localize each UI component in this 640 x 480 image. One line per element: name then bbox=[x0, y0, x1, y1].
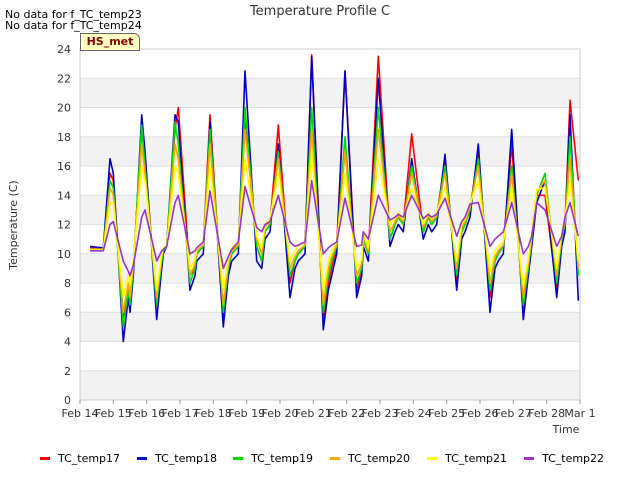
y-tick-label: 12 bbox=[57, 219, 71, 232]
x-tick-label: Feb 21 bbox=[295, 407, 332, 420]
legend-swatch bbox=[524, 457, 534, 460]
plot-band bbox=[80, 312, 580, 342]
legend-label: TC_temp18 bbox=[155, 452, 218, 465]
x-tick-label: Feb 19 bbox=[228, 407, 265, 420]
x-tick-label: Feb 15 bbox=[95, 407, 132, 420]
y-tick-label: 0 bbox=[64, 394, 71, 407]
legend-item-TC_temp21: TC_temp21 bbox=[427, 452, 507, 465]
y-tick-label: 24 bbox=[57, 43, 71, 56]
y-tick-label: 10 bbox=[57, 248, 71, 261]
x-tick-label: Feb 18 bbox=[195, 407, 232, 420]
x-tick-label: Mar 1 bbox=[564, 407, 595, 420]
plot-band bbox=[80, 78, 580, 108]
x-tick-label: Feb 22 bbox=[328, 407, 365, 420]
x-tick-label: Feb 25 bbox=[428, 407, 465, 420]
y-tick-label: 4 bbox=[64, 336, 71, 349]
plot-border bbox=[79, 48, 581, 401]
y-tick-label: 18 bbox=[57, 131, 71, 144]
y-tick-label: 20 bbox=[57, 102, 71, 115]
x-axis-label: Time bbox=[552, 423, 580, 436]
legend-label: TC_temp17 bbox=[58, 452, 121, 465]
legend-label: TC_temp21 bbox=[445, 452, 508, 465]
y-tick-label: 14 bbox=[57, 189, 71, 202]
plot-band bbox=[80, 136, 580, 166]
plot-band bbox=[80, 370, 580, 400]
legend-label: TC_temp22 bbox=[542, 452, 605, 465]
legend-swatch bbox=[330, 457, 340, 460]
y-axis-label: Temperature (C) bbox=[7, 180, 20, 270]
legend-item-TC_temp18: TC_temp18 bbox=[137, 452, 217, 465]
x-tick-label: Feb 28 bbox=[528, 407, 565, 420]
legend-item-TC_temp17: TC_temp17 bbox=[40, 452, 120, 465]
series-line-TC_temp21 bbox=[90, 150, 580, 299]
x-tick-label: Feb 26 bbox=[462, 407, 499, 420]
legend-swatch bbox=[427, 457, 437, 460]
series-line-TC_temp18 bbox=[89, 55, 580, 343]
y-tick-label: 6 bbox=[64, 306, 71, 319]
x-tick-label: Feb 14 bbox=[62, 407, 99, 420]
y-tick-label: 8 bbox=[64, 277, 71, 290]
no-data-message-2: No data for f_TC_temp24 bbox=[5, 19, 142, 32]
x-tick-label: Feb 16 bbox=[128, 407, 165, 420]
legend-item-TC_temp22: TC_temp22 bbox=[524, 452, 604, 465]
series-layer bbox=[89, 53, 580, 343]
station-badge: HS_met bbox=[80, 33, 140, 51]
y-tick-label: 16 bbox=[57, 160, 71, 173]
x-tick-label: Feb 17 bbox=[162, 407, 199, 420]
plot-band bbox=[80, 195, 580, 225]
legend-item-TC_temp20: TC_temp20 bbox=[330, 452, 410, 465]
y-tick-label: 22 bbox=[57, 72, 71, 85]
no-data-message-1: No data for f_TC_temp23 bbox=[5, 8, 142, 21]
series-line-TC_temp22 bbox=[90, 179, 580, 277]
x-tick-label: Feb 27 bbox=[495, 407, 532, 420]
legend-label: TC_temp20 bbox=[348, 452, 411, 465]
legend-swatch bbox=[40, 457, 50, 460]
legend-swatch bbox=[137, 457, 147, 460]
x-tick-label: Feb 24 bbox=[395, 407, 432, 420]
legend-label: TC_temp19 bbox=[251, 452, 314, 465]
chart-title: Temperature Profile C bbox=[249, 4, 390, 19]
x-tick-label: Feb 23 bbox=[362, 407, 399, 420]
legend-swatch bbox=[233, 457, 243, 460]
x-tick-label: Feb 20 bbox=[262, 407, 299, 420]
legend: TC_temp17 TC_temp18 TC_temp19 TC_temp20 TC_t… bbox=[0, 452, 640, 470]
legend-item-TC_temp19: TC_temp19 bbox=[233, 452, 313, 465]
y-tick-label: 2 bbox=[64, 365, 71, 378]
